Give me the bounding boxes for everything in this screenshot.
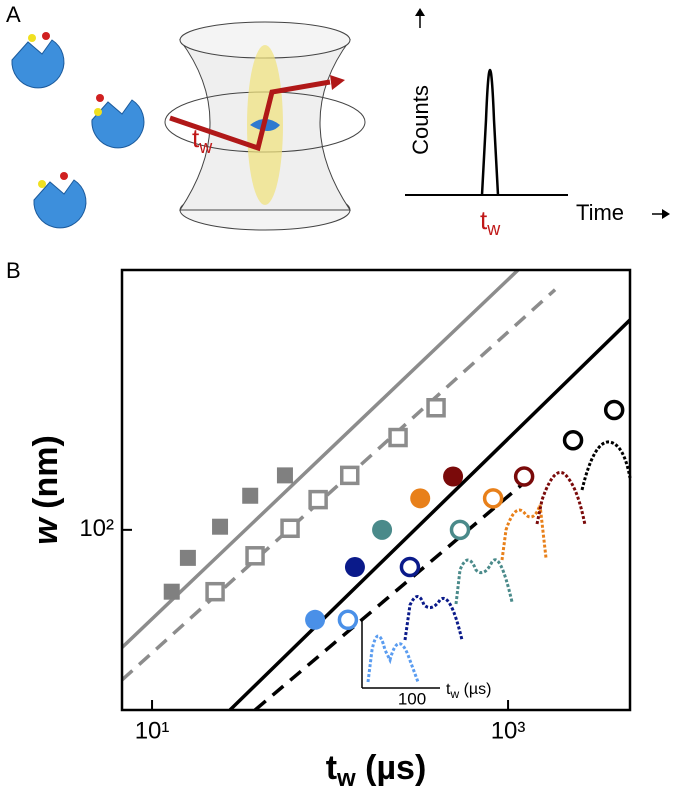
x-axis-label: tw (µs)	[326, 749, 427, 792]
distributions	[366, 440, 632, 683]
circle-marker	[482, 488, 504, 509]
x-tick-label: 10³	[491, 717, 526, 744]
y-axis-label: w (nm)	[27, 435, 65, 545]
plot-tw-label: tw	[480, 205, 501, 239]
fit-lines	[122, 270, 630, 710]
circle-marker	[372, 519, 393, 540]
label-part: (µs)	[356, 749, 427, 787]
fit-line	[122, 270, 520, 649]
y-tick-label: 10²	[79, 515, 114, 542]
fit-line	[228, 318, 630, 710]
square-marker	[179, 549, 196, 566]
circle-marker	[337, 609, 359, 631]
circle-marker	[562, 429, 584, 451]
panel-label: A	[6, 2, 21, 27]
square-marker	[339, 465, 360, 486]
inset: 100 tw (µs)	[361, 620, 491, 708]
trap-tw-label: tw	[192, 123, 213, 157]
tw-main: t	[192, 123, 200, 153]
square-marker	[276, 467, 293, 484]
circle-marker	[410, 488, 431, 509]
square-marker	[242, 487, 259, 504]
optical-trap	[164, 21, 366, 231]
tw-sub: w	[198, 137, 213, 157]
label-part: w	[27, 516, 65, 545]
square-marker	[245, 546, 265, 566]
time-label: Time	[576, 200, 624, 225]
label-part: w	[336, 765, 356, 792]
counts-label: Counts	[408, 85, 433, 155]
label-part: w	[449, 687, 459, 701]
label-part: t	[326, 749, 337, 787]
circle-marker	[443, 466, 464, 487]
panel-label: B	[6, 258, 21, 283]
tw-main: t	[480, 205, 488, 235]
square-marker	[163, 583, 180, 600]
square-marker	[308, 489, 328, 510]
fit-line	[253, 476, 532, 710]
label-part: (nm)	[27, 435, 65, 518]
label-part: t	[446, 681, 451, 698]
square-marker	[212, 518, 229, 535]
circle-marker	[399, 556, 421, 578]
protein-cartoons	[11, 32, 145, 229]
circle-marker	[344, 557, 365, 578]
fit-line	[122, 288, 557, 682]
axes-frame	[120, 268, 632, 712]
circle-marker	[305, 609, 326, 630]
inset-x-label: tw (µs)	[446, 681, 491, 701]
square-marker	[280, 518, 300, 539]
square-marker	[205, 581, 225, 602]
circle-marker	[603, 399, 625, 421]
circle-marker	[513, 466, 535, 487]
inset-tick-label: 100	[398, 689, 426, 708]
square-marker	[388, 427, 408, 448]
tw-sub: w	[486, 219, 501, 239]
counts-plot	[405, 8, 670, 219]
label-part: (µs)	[459, 681, 491, 698]
x-tick-label: 10¹	[135, 717, 170, 744]
circle-marker	[449, 519, 471, 541]
square-marker	[426, 398, 446, 418]
plot-area: 10¹ 10³ 10²	[79, 268, 632, 744]
